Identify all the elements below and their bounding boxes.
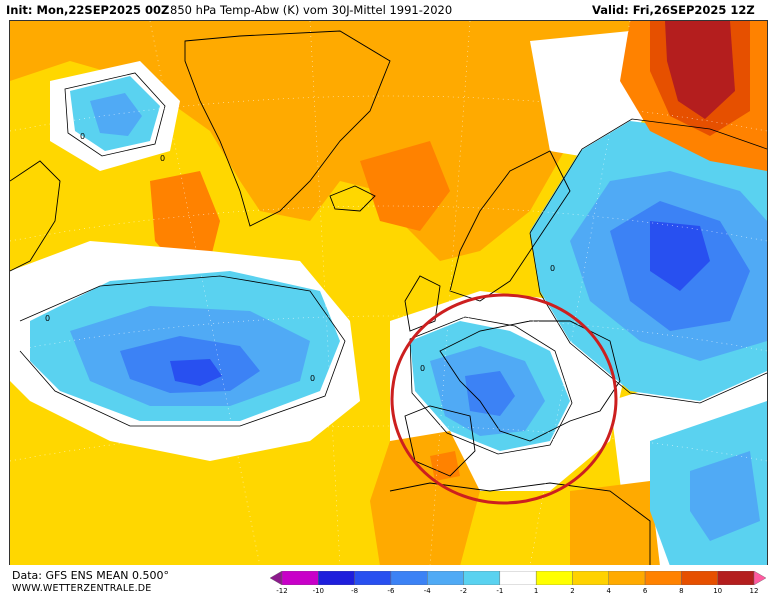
anomaly-region [690,451,760,541]
anomaly-map: 0 0 0 0 0 0 [9,20,768,567]
zero-contour [19,275,346,427]
africa-coast [389,482,651,566]
contour-label: 0 [160,154,165,163]
legend-tick-label: 6 [642,587,648,595]
anomaly-region [465,371,515,416]
contour-label: 0 [80,132,85,141]
legend-swatch [753,571,766,585]
site-credit: WWW.WETTERZENTRALE.DE [12,583,152,594]
anomaly-region [650,221,710,291]
iceland-coast [329,185,376,212]
legend-swatch [608,571,646,585]
greenland-coast [184,30,391,227]
legend-tick-label: -6 [387,587,395,595]
map-title: 850 hPa Temp-Abw (K) vom 30J-Mittel 1991… [170,3,453,17]
legend-tick-label: 10 [713,587,723,595]
data-source: Data: GFS ENS MEAN 0.500° [12,569,169,582]
north-america-coast [10,160,61,272]
legend-swatch [463,571,501,585]
legend-swatch [572,571,609,585]
legend-tick-label: -10 [312,587,325,595]
anomaly-region [360,141,450,231]
legend-swatch [281,571,319,585]
contour-label: 0 [45,314,50,323]
graticule [10,21,767,566]
zero-contour [529,118,767,234]
coastlines [10,30,651,566]
contour-label: 0 [420,364,425,373]
british-isles-coast [404,275,441,332]
legend-tick-label: 4 [606,587,611,595]
zero-contour [409,316,573,455]
map-header: Init: Mon,22SEP2025 00Z 850 hPa Temp-Abw… [0,0,780,20]
legend-swatch [644,571,682,585]
anomaly-region [570,481,660,566]
scandinavia-coast [449,150,571,302]
anomaly-region [170,359,222,386]
highlight-circle [390,293,618,505]
zero-contour [64,72,166,157]
legend-swatch [681,571,718,585]
legend-tick-label: -1 [496,587,504,595]
map-footer: Data: GFS ENS MEAN 0.500° WWW.WETTERZENT… [0,565,780,604]
zero-contours [19,72,767,455]
zero-contour [529,232,767,404]
anomaly-region [90,93,142,136]
valid-time: Valid: Fri,26SEP2025 12Z [592,3,755,17]
legend-tick-label: -8 [351,587,359,595]
legend-swatch [354,571,392,585]
legend-swatch [270,571,283,585]
anomaly-region [665,21,735,119]
legend-swatch [390,571,428,585]
legend-tick-label: -12 [276,587,288,595]
legend-swatch [499,571,537,585]
anomaly-region [430,451,460,481]
legend-tick-label: 1 [533,587,539,595]
init-time: Init: Mon,22SEP2025 00Z [6,3,170,17]
legend-tick-label: -2 [460,587,468,595]
legend-tick-label: -4 [423,587,431,595]
legend-swatch [427,571,464,585]
legend-swatch [318,571,355,585]
legend-swatch [717,571,755,585]
anomaly-region [150,171,220,271]
anomaly-region [10,21,630,261]
legend-tick-label: 8 [679,587,684,595]
color-legend [270,571,766,585]
contour-label: 0 [550,264,555,273]
legend-tick-label: 2 [570,587,575,595]
europe-coast [439,320,621,442]
legend-swatch [535,571,573,585]
legend-tick-label: 12 [749,587,759,595]
contour-label: 0 [310,374,315,383]
